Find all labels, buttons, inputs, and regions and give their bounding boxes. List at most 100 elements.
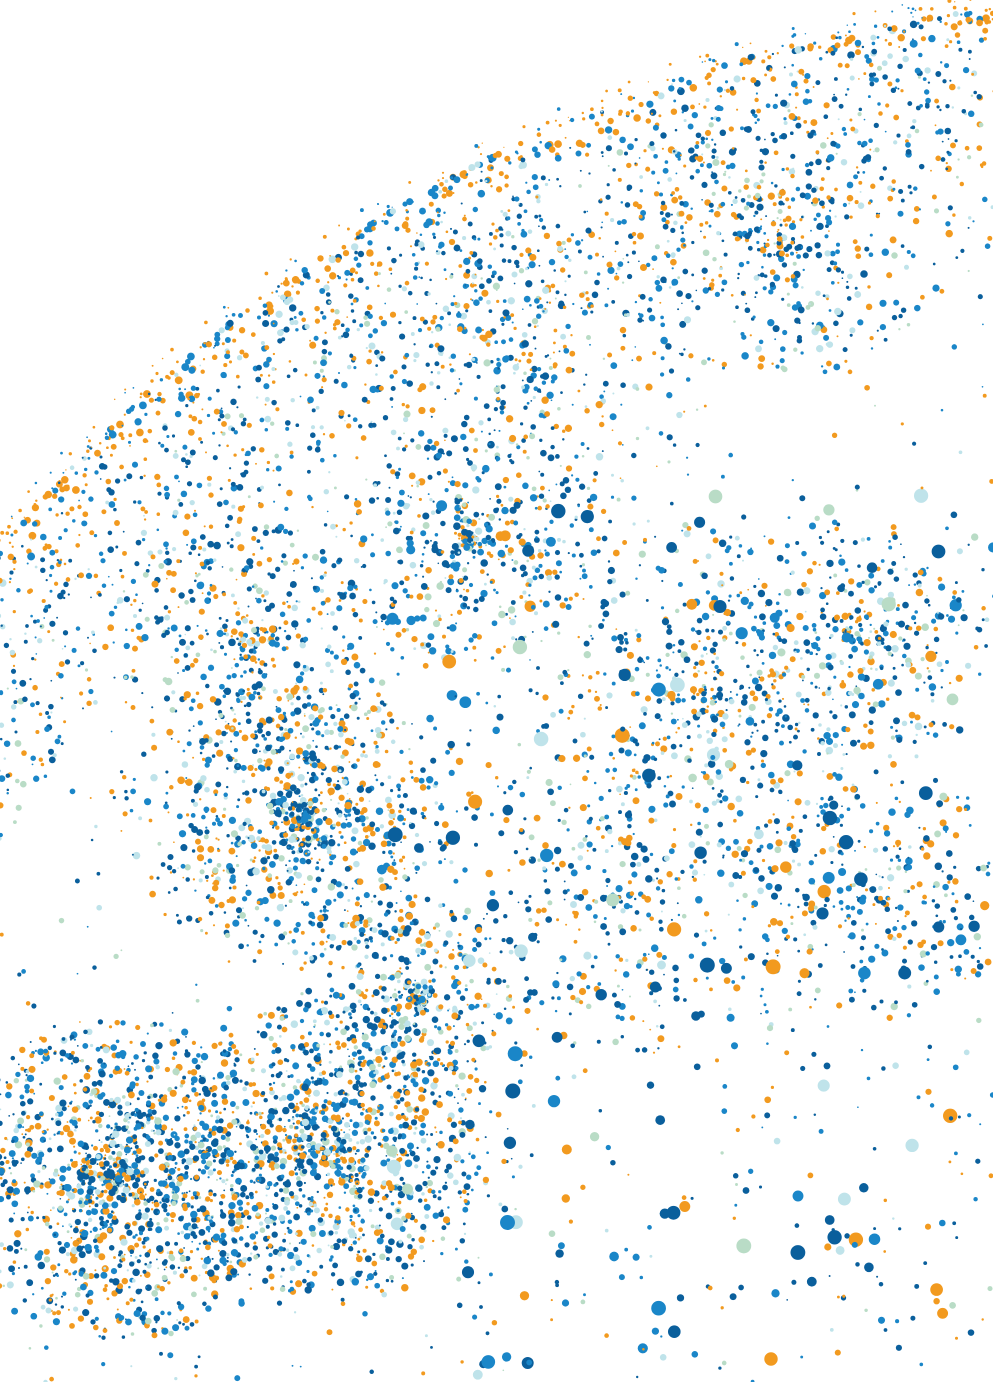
cluster-dot (174, 1086, 177, 1089)
cluster-dot (234, 759, 238, 763)
cluster-dot (407, 808, 410, 811)
cluster-dot (189, 1144, 195, 1150)
rim-dot (622, 258, 624, 260)
cluster-dot (22, 1126, 24, 1128)
cluster-dot (360, 905, 362, 907)
cluster-dot (229, 896, 236, 903)
cluster-dot (100, 1148, 104, 1152)
cluster-dot (147, 1033, 149, 1035)
rim-dot (92, 649, 97, 654)
cluster-dot (18, 1064, 20, 1066)
cluster-dot (69, 1138, 76, 1145)
rim-dot (121, 575, 125, 579)
cluster-dot (430, 540, 432, 542)
cluster-dot (229, 817, 236, 824)
rim-dot (491, 223, 494, 226)
cluster-dot (280, 1163, 286, 1169)
cluster-dot (371, 1224, 375, 1228)
cluster-dot (376, 807, 384, 815)
cluster-dot (324, 489, 329, 494)
cluster-dot (203, 1287, 207, 1291)
rim-dot (536, 199, 540, 203)
cluster-dot (346, 1165, 351, 1170)
cluster-dot (96, 1154, 101, 1159)
rim-dot (728, 191, 732, 195)
rim-dot (951, 23, 958, 30)
cluster-dot (125, 1071, 130, 1076)
rim-dot (132, 462, 138, 468)
rim-dot (824, 102, 830, 108)
cluster-dot (453, 879, 458, 884)
cluster-dot (219, 1257, 226, 1264)
rim-dot (953, 11, 959, 17)
cluster-dot (145, 1252, 151, 1258)
cluster-dot (133, 852, 141, 860)
cluster-dot (183, 750, 186, 753)
cluster-dot (276, 696, 281, 701)
cluster-dot (390, 855, 393, 858)
rim-dot (777, 52, 779, 54)
cluster-dot (458, 1088, 460, 1090)
rim-dot (813, 86, 815, 88)
cluster-dot (149, 1261, 152, 1264)
cluster-dot (362, 750, 365, 753)
cluster-dot (355, 921, 360, 926)
cluster-dot (330, 835, 333, 838)
cluster-dot (174, 1136, 179, 1141)
rim-dot (589, 114, 595, 120)
cluster-dot (357, 878, 364, 885)
cluster-dot (265, 1129, 271, 1135)
rim-dot (691, 241, 694, 244)
cluster-dot (177, 1107, 179, 1109)
rim-dot (862, 46, 864, 48)
cluster-dot (245, 890, 251, 896)
rim-dot (144, 457, 148, 461)
cluster-dot (119, 1315, 125, 1321)
cluster-dot (125, 1319, 132, 1326)
cluster-dot (174, 1115, 180, 1121)
cluster-dot (238, 1206, 243, 1211)
cluster-dot (267, 1119, 273, 1125)
rim-dot (711, 117, 714, 120)
outer-dot (7, 525, 11, 529)
rim-dot (580, 142, 586, 148)
cluster-dot (21, 1133, 23, 1135)
rim-dot (781, 168, 784, 171)
cluster-dot (316, 819, 319, 822)
cluster-dot (486, 1151, 489, 1154)
cluster-dot (174, 1242, 178, 1246)
rim-dot (918, 76, 921, 79)
cluster-dot (414, 1164, 418, 1168)
rim-dot (285, 427, 289, 431)
rim-dot (524, 209, 528, 213)
cluster-dot (193, 802, 198, 807)
cluster-dot (498, 559, 500, 561)
rim-dot (81, 490, 85, 494)
cluster-dot (330, 799, 332, 801)
rim-dot (186, 544, 188, 546)
rim-dot (354, 251, 358, 255)
outer-dot (60, 452, 63, 455)
rim-dot (808, 99, 813, 104)
rim-dot (838, 118, 840, 120)
cluster-dot (345, 1025, 347, 1027)
cluster-dot (246, 1134, 248, 1136)
outer-dot (648, 81, 649, 82)
rim-dot (94, 470, 98, 474)
outer-dot (582, 112, 584, 114)
cluster-dot (78, 1315, 84, 1321)
cluster-dot (172, 1056, 176, 1060)
cluster-dot (150, 774, 157, 781)
rim-dot (343, 283, 347, 287)
rim-dot (148, 429, 153, 434)
cluster-dot (19, 1047, 25, 1053)
rim-dot (955, 139, 958, 142)
cluster-dot (312, 1244, 315, 1247)
rim-dot (113, 498, 116, 501)
cluster-dot (407, 1244, 412, 1249)
outer-dot (124, 392, 126, 394)
rim-dot (612, 168, 616, 172)
rim-dot (0, 551, 3, 557)
rim-dot (225, 337, 231, 343)
cluster-dot (478, 420, 483, 425)
